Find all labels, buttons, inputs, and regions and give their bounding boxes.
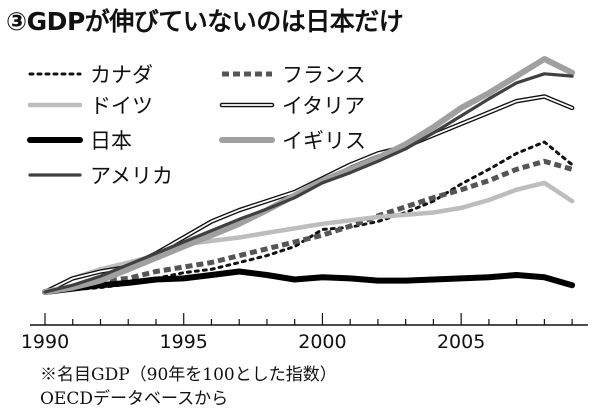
legend-item-2: フランス bbox=[222, 63, 366, 87]
series-path bbox=[42, 268, 576, 295]
chart-title: ③GDPが伸びていないのは日本だけ bbox=[6, 7, 404, 36]
legend-label: イギリス bbox=[282, 129, 366, 153]
x-axis: 1990 1995 2000 2005 bbox=[21, 313, 588, 353]
series-line-2 bbox=[44, 158, 573, 295]
x-tick-label: 2000 bbox=[298, 331, 346, 353]
series-line-5 bbox=[42, 268, 576, 295]
legend-label: イタリア bbox=[282, 94, 365, 118]
legend-item-6: イギリス bbox=[219, 129, 366, 153]
series-path bbox=[42, 56, 576, 295]
x-tick-label: 1990 bbox=[21, 331, 69, 353]
series-path bbox=[43, 72, 574, 294]
series-path bbox=[44, 158, 573, 295]
footnote-source: OECDデータベースから bbox=[40, 389, 229, 409]
series-line-6 bbox=[42, 56, 576, 295]
legend-label: フランス bbox=[282, 63, 366, 87]
series-line-7 bbox=[43, 72, 574, 294]
series-lines bbox=[42, 56, 576, 295]
legend-label: 日本 bbox=[90, 129, 132, 153]
legend-item-5: 日本 bbox=[27, 129, 132, 153]
x-tick-label: 2005 bbox=[437, 331, 485, 353]
legend-label: ドイツ bbox=[90, 94, 153, 118]
footnote-index: ※名目GDP（90年を100とした指数） bbox=[40, 365, 337, 385]
legend-label: アメリカ bbox=[90, 164, 173, 188]
legend-item-7: アメリカ bbox=[28, 164, 173, 188]
legend-item-4: イタリア bbox=[219, 94, 365, 118]
legend-item-3: ドイツ bbox=[27, 94, 153, 118]
legend-label: カナダ bbox=[90, 63, 153, 87]
x-tick-label: 1995 bbox=[160, 331, 208, 353]
legend-item-1: カナダ bbox=[28, 63, 153, 87]
